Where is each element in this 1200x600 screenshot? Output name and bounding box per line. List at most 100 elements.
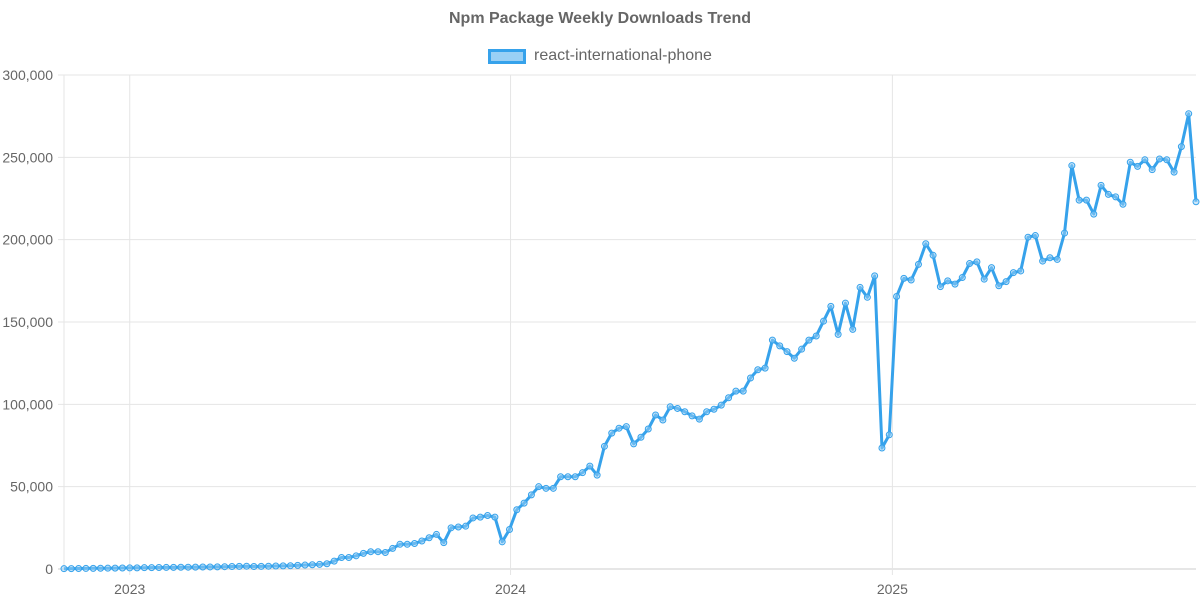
data-point	[294, 561, 302, 569]
data-point	[1075, 196, 1083, 204]
data-point	[827, 302, 835, 310]
data-point	[199, 563, 207, 571]
data-point	[104, 564, 112, 572]
data-point	[732, 387, 740, 395]
data-point	[454, 523, 462, 531]
data-point	[725, 394, 733, 402]
data-point	[1104, 190, 1112, 198]
data-point	[907, 276, 915, 284]
y-tick-label: 300,000	[2, 67, 53, 83]
y-tick-label: 250,000	[2, 149, 53, 165]
y-tick-label: 200,000	[2, 232, 53, 248]
data-point	[834, 330, 842, 338]
data-point	[440, 539, 448, 547]
data-point	[345, 553, 353, 561]
data-point	[484, 511, 492, 519]
data-point	[527, 491, 535, 499]
data-point	[688, 412, 696, 420]
data-point	[1119, 200, 1127, 208]
data-point	[922, 240, 930, 248]
data-point	[1082, 196, 1090, 204]
legend[interactable]: react-international-phone	[0, 47, 1200, 65]
data-point	[988, 264, 996, 272]
legend-swatch	[488, 48, 527, 64]
data-point	[228, 563, 236, 571]
data-point	[995, 282, 1003, 290]
data-point	[1039, 257, 1047, 265]
data-point	[1068, 162, 1076, 170]
data-point	[1134, 162, 1142, 170]
data-point	[140, 564, 148, 572]
y-tick-label: 50,000	[10, 479, 53, 495]
data-point	[1170, 168, 1178, 176]
data-point	[856, 283, 864, 291]
data-point	[1061, 229, 1069, 237]
data-point	[89, 564, 97, 572]
data-point	[637, 433, 645, 441]
data-point	[1053, 255, 1061, 263]
chart-title: Npm Package Weekly Downloads Trend	[448, 10, 752, 27]
data-point	[951, 280, 959, 288]
data-point	[221, 563, 229, 571]
data-point	[235, 562, 243, 570]
data-point	[849, 325, 857, 333]
data-point	[1192, 198, 1200, 206]
data-point	[944, 277, 952, 285]
data-point	[403, 540, 411, 548]
data-point	[367, 548, 375, 556]
data-point	[1177, 143, 1185, 151]
data-point	[936, 283, 944, 291]
data-point	[652, 411, 660, 419]
data-point	[1185, 110, 1193, 118]
data-point	[542, 484, 550, 492]
data-point	[97, 564, 105, 572]
data-point	[564, 473, 572, 481]
data-point	[761, 364, 769, 372]
data-point	[812, 332, 820, 340]
data-point	[491, 513, 499, 521]
data-point	[717, 401, 725, 409]
data-point	[798, 345, 806, 353]
data-point	[206, 563, 214, 571]
data-point	[1009, 269, 1017, 277]
data-point	[257, 562, 265, 570]
y-tick-label: 100,000	[2, 396, 53, 412]
data-point	[1090, 210, 1098, 218]
data-point	[60, 565, 68, 573]
data-point	[754, 366, 762, 374]
data-point	[600, 442, 608, 450]
data-point	[710, 405, 718, 413]
data-point	[184, 563, 192, 571]
data-point	[432, 530, 440, 538]
data-point	[673, 404, 681, 412]
data-point	[126, 564, 134, 572]
data-point	[790, 354, 798, 362]
data-point	[1112, 193, 1120, 201]
legend-label: react-international-phone	[534, 47, 712, 64]
data-point	[462, 522, 470, 530]
data-point	[286, 562, 294, 570]
data-point	[885, 431, 893, 439]
data-point	[301, 561, 309, 569]
data-point	[805, 336, 813, 344]
x-tick-label: 2025	[877, 581, 908, 597]
data-point	[841, 299, 849, 307]
data-point	[213, 563, 221, 571]
data-point	[929, 251, 937, 259]
data-point	[703, 408, 711, 416]
data-point	[67, 565, 75, 573]
data-point	[622, 423, 630, 431]
data-point	[973, 258, 981, 266]
data-point	[396, 540, 404, 548]
data-point	[1141, 156, 1149, 164]
data-point	[630, 440, 638, 448]
data-point	[747, 374, 755, 382]
data-point	[469, 514, 477, 522]
data-point	[447, 524, 455, 532]
data-point	[893, 292, 901, 300]
data-point	[520, 499, 528, 507]
data-point	[681, 408, 689, 416]
data-point	[418, 537, 426, 545]
data-point	[177, 563, 185, 571]
